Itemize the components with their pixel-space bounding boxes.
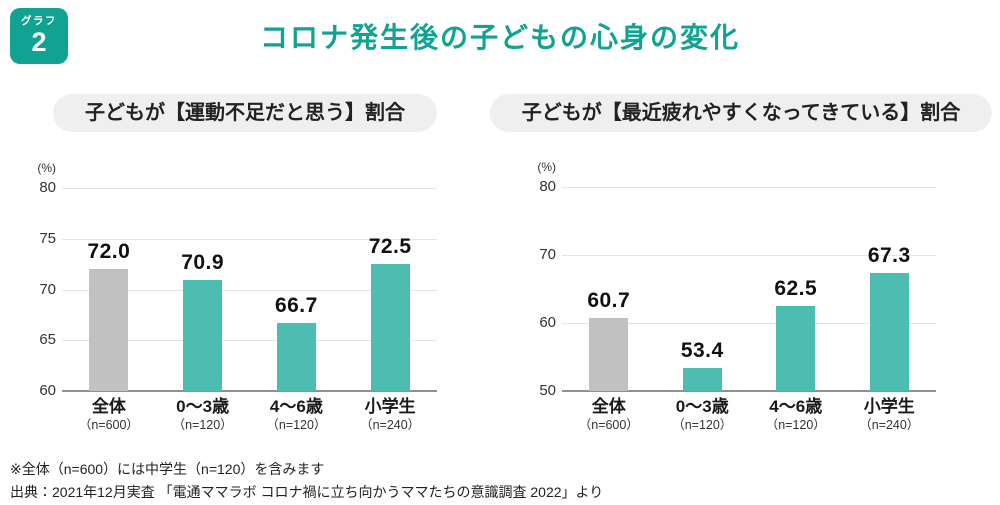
x-category-label: 0〜3歳: [176, 397, 230, 416]
gridline: [62, 188, 437, 189]
y-tick-label: 60: [39, 382, 56, 399]
gridline: [62, 289, 437, 291]
y-tick-label: 60: [539, 314, 556, 331]
bar-value-label: 67.3: [867, 244, 911, 268]
badge-number: 2: [31, 27, 47, 58]
y-axis-unit-label: (%): [537, 160, 556, 174]
page-title: コロナ発生後の子どもの心身の変化: [259, 22, 740, 53]
gridline: [562, 255, 936, 256]
x-sample-size-label: （n=600）: [78, 418, 139, 432]
x-category-label: 小学生: [863, 397, 915, 416]
gridline: [62, 340, 437, 342]
y-tick-label: 80: [39, 179, 56, 196]
y-tick-label: 65: [39, 331, 56, 349]
y-tick-label: 50: [539, 382, 556, 399]
bar-2: [276, 322, 316, 391]
x-axis-baseline: [62, 390, 437, 392]
y-axis-unit-label: (%): [37, 161, 56, 175]
footnotes: ※全体（n=600）には中学生（n=120）を含みます 出典：2021年12月実…: [10, 458, 603, 504]
gridline: [562, 323, 936, 324]
graph-number-badge: グラフ 2: [10, 8, 68, 64]
x-category-label: 全体: [91, 397, 126, 416]
bar-1: [183, 280, 223, 391]
x-sample-size-label: （n=240）: [360, 418, 421, 432]
footnote-source: 出典：2021年12月実査 「電通ママラボ コロナ禍に立ち向かうママたちの意識調…: [10, 484, 604, 500]
x-sample-size-label: （n=120）: [266, 418, 327, 432]
x-sample-size-label: （n=240）: [859, 418, 920, 432]
bar-value-label: 70.9: [181, 251, 225, 275]
x-category-label: 全体: [591, 397, 626, 416]
gridline: [62, 238, 437, 240]
y-tick-label: 70: [539, 246, 556, 263]
bar-2: [776, 306, 816, 391]
x-category-label: 小学生: [364, 397, 416, 416]
x-sample-size-label: （n=120）: [765, 418, 826, 432]
bar-value-label: 53.4: [680, 338, 724, 362]
x-sample-size-label: （n=600）: [578, 418, 639, 432]
y-tick-label: 75: [39, 229, 56, 247]
bar-value-label: 60.7: [587, 289, 631, 313]
bar-value-label: 66.7: [274, 293, 318, 317]
y-tick-label: 70: [39, 280, 56, 298]
x-sample-size-label: （n=120）: [172, 418, 233, 432]
footnote-sample-note: ※全体（n=600）には中学生（n=120）を含みます: [10, 461, 325, 477]
bar-1: [682, 367, 722, 391]
x-category-label: 0〜3歳: [675, 397, 729, 416]
x-sample-size-label: （n=120）: [672, 418, 733, 432]
bar-0: [89, 269, 129, 391]
bar-value-label: 72.0: [87, 240, 131, 264]
bar-3: [370, 264, 410, 391]
gridline: [562, 187, 936, 188]
bar-0: [589, 318, 629, 391]
badge-label: グラフ: [21, 14, 57, 27]
right-chart-title-pill: 子どもが【最近疲れやすくなってきている】割合: [489, 94, 993, 132]
x-category-label: 4〜6歳: [769, 397, 823, 416]
x-axis-baseline: [562, 390, 936, 392]
left-chart-title-pill: 子どもが【運動不足だと思う】割合: [53, 94, 437, 132]
x-category-label: 4〜6歳: [269, 397, 323, 416]
y-tick-label: 80: [539, 178, 556, 195]
bar-value-label: 72.5: [368, 235, 412, 259]
bar-value-label: 62.5: [774, 277, 818, 300]
bar-3: [869, 273, 909, 391]
